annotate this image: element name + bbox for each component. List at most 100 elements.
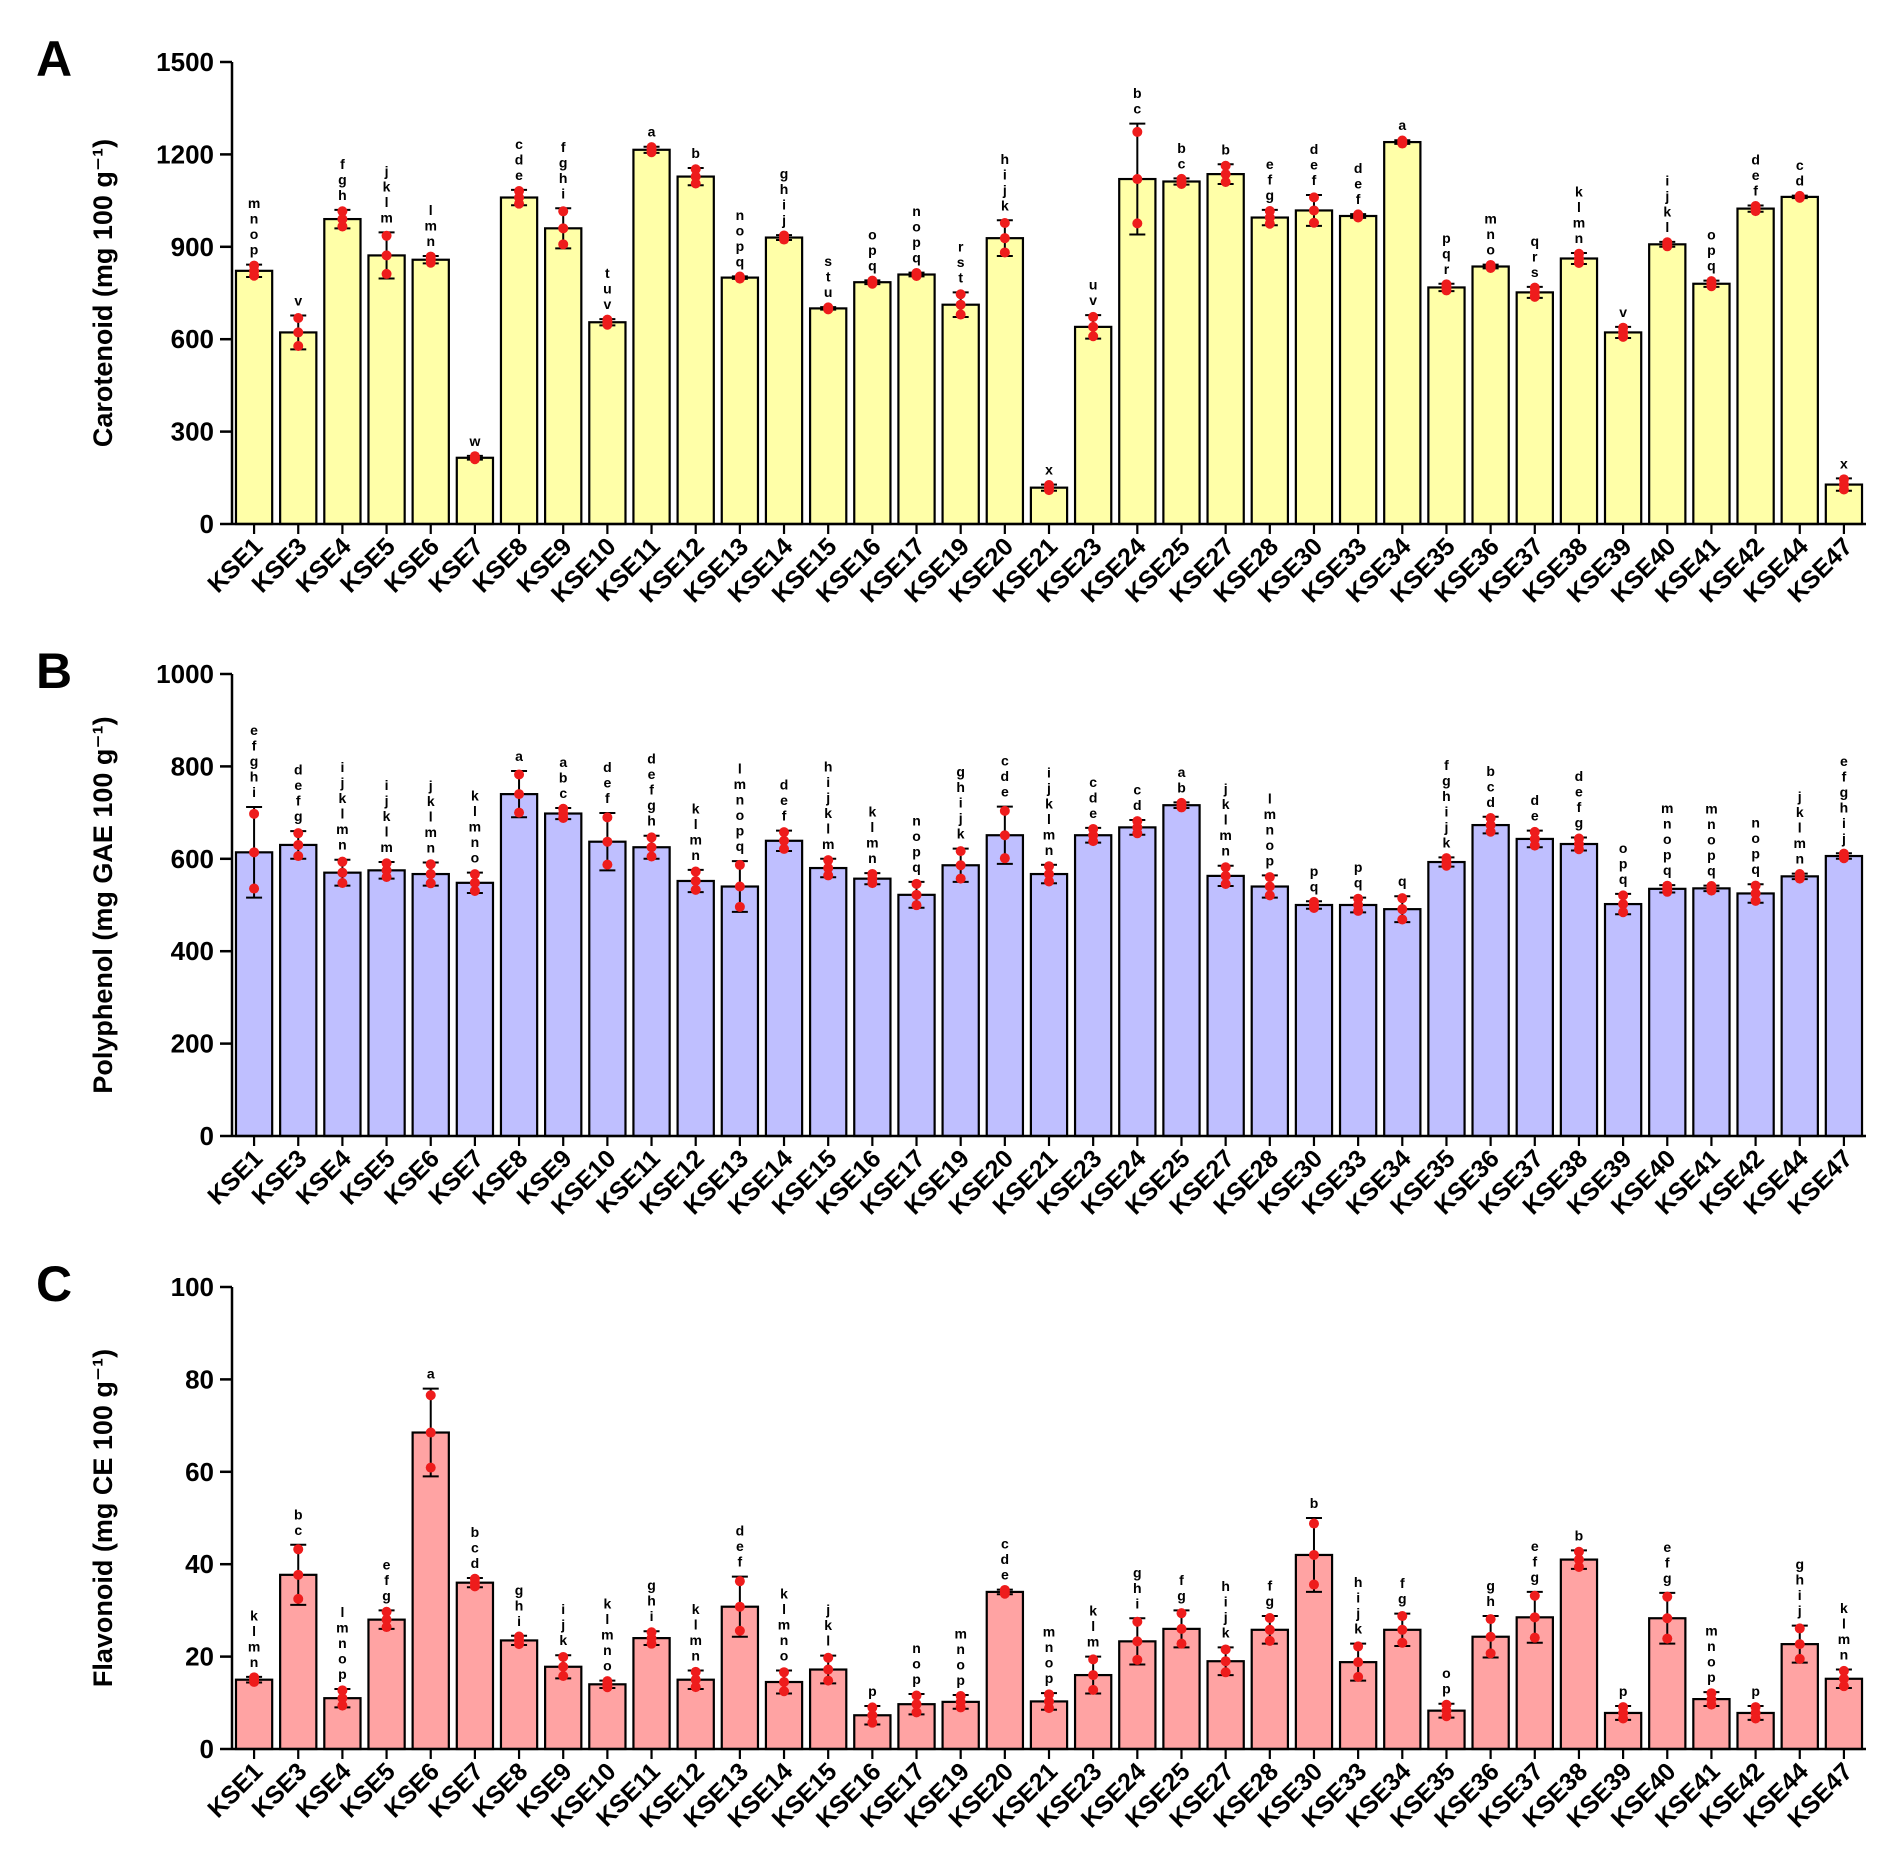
- data-point: [955, 309, 966, 320]
- bar: [941, 864, 980, 1138]
- bar: [1824, 854, 1864, 1138]
- data-point: [337, 856, 348, 867]
- data-point: [1441, 1711, 1452, 1722]
- data-point: [1397, 1637, 1408, 1648]
- data-point: [779, 1677, 790, 1688]
- data-point: [1088, 1654, 1099, 1665]
- bar: [676, 175, 715, 526]
- bar: [632, 1637, 671, 1751]
- data-point: [558, 812, 569, 823]
- data-point: [646, 842, 657, 853]
- bar: [764, 839, 804, 1138]
- y-tick-label: 100: [171, 1272, 214, 1302]
- data-point: [469, 454, 480, 465]
- bar: [234, 269, 274, 526]
- data-point: [1176, 802, 1187, 813]
- bar: [1162, 804, 1201, 1138]
- data-point: [1618, 1713, 1629, 1724]
- significance-letters: x: [1840, 455, 1848, 471]
- data-point: [1220, 1656, 1231, 1667]
- y-tick-label: 300: [171, 417, 214, 447]
- bar: [1427, 286, 1466, 526]
- data-point: [1485, 813, 1496, 824]
- data-point: [1573, 257, 1584, 268]
- bar: [853, 877, 892, 1138]
- data-point: [1353, 212, 1364, 223]
- data-point: [955, 289, 966, 300]
- data-point: [1264, 1624, 1275, 1635]
- data-point: [646, 832, 657, 843]
- bar: [1294, 209, 1334, 526]
- data-point: [1838, 1673, 1849, 1684]
- data-point: [1264, 890, 1275, 901]
- bar: [234, 1678, 274, 1751]
- data-point: [249, 847, 260, 858]
- data-point: [867, 1717, 878, 1728]
- data-point: [1220, 160, 1231, 171]
- data-point: [1088, 331, 1099, 342]
- data-point: [1794, 1623, 1805, 1634]
- bar: [1648, 887, 1687, 1138]
- y-tick-label: 1000: [156, 659, 214, 689]
- data-point: [1750, 1713, 1761, 1724]
- data-point: [1044, 861, 1054, 872]
- bar: [1383, 140, 1422, 526]
- data-point: [646, 1638, 657, 1649]
- bar: [411, 1431, 450, 1751]
- data-point: [1529, 840, 1540, 851]
- data-point: [425, 869, 436, 880]
- bar: [1559, 257, 1599, 526]
- data-point: [1573, 1554, 1584, 1565]
- bar: [499, 1639, 539, 1751]
- data-point: [1794, 1639, 1805, 1650]
- bar: [588, 1683, 627, 1751]
- data-point: [1529, 291, 1540, 302]
- data-point: [911, 1690, 922, 1701]
- bar: [499, 793, 539, 1138]
- data-point: [1485, 1648, 1496, 1659]
- data-point: [337, 867, 348, 878]
- data-point: [1220, 879, 1231, 890]
- data-point: [823, 1652, 834, 1663]
- data-point: [293, 851, 304, 862]
- bar: [632, 148, 671, 526]
- data-point: [1838, 853, 1849, 864]
- data-point: [1088, 1670, 1099, 1681]
- data-point: [602, 812, 613, 823]
- bar: [897, 273, 936, 526]
- data-point: [381, 1614, 392, 1625]
- data-point: [690, 171, 701, 182]
- data-point: [1264, 872, 1275, 883]
- data-point: [1706, 1699, 1717, 1710]
- data-point: [1176, 1623, 1187, 1634]
- data-point: [999, 805, 1010, 816]
- data-point: [734, 1601, 745, 1612]
- data-point: [1132, 1616, 1143, 1627]
- data-point: [690, 884, 701, 895]
- data-point: [337, 206, 348, 217]
- data-point: [1308, 205, 1319, 216]
- data-point: [337, 1685, 348, 1696]
- bar: [1515, 837, 1554, 1138]
- data-point: [425, 257, 436, 268]
- data-point: [646, 851, 657, 862]
- data-point: [1397, 1624, 1408, 1635]
